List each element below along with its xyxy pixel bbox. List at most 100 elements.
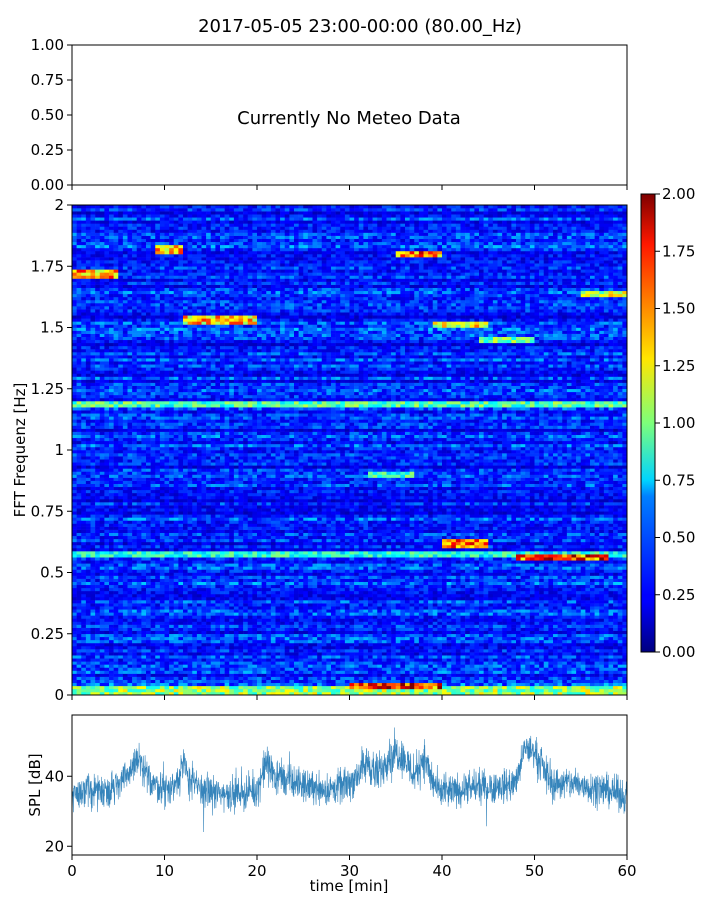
heatmap-cell — [118, 269, 123, 272]
heatmap-cell — [118, 686, 123, 689]
heatmap-cell — [104, 214, 109, 217]
heatmap-cell — [95, 377, 100, 380]
heatmap-cell — [109, 677, 114, 680]
heatmap-cell — [86, 615, 91, 618]
heatmap-cell — [81, 576, 86, 579]
heatmap-cell — [100, 471, 105, 474]
heatmap-cell — [104, 205, 109, 208]
heatmap-cell — [81, 324, 86, 327]
heatmap-cell — [91, 576, 96, 579]
heatmap-cell — [95, 242, 100, 245]
heatmap-cell — [77, 680, 82, 683]
heatmap-cell — [109, 279, 114, 282]
heatmap-cell — [109, 508, 114, 511]
heatmap-cell — [86, 640, 91, 643]
heatmap-cell — [77, 239, 82, 242]
heatmap-cell — [91, 324, 96, 327]
heatmap-cell — [109, 239, 114, 242]
heatmap-cell — [114, 334, 119, 337]
heatmap-cell — [114, 536, 119, 539]
heatmap-cell — [77, 637, 82, 640]
heatmap-cell — [81, 346, 86, 349]
heatmap-cell — [114, 637, 119, 640]
heatmap-cell — [77, 603, 82, 606]
heatmap-cell — [100, 667, 105, 670]
heatmap-cell — [118, 245, 123, 248]
heatmap-cell — [81, 438, 86, 441]
heatmap-cell — [109, 566, 114, 569]
heatmap-cell — [86, 324, 91, 327]
heatmap-cell — [100, 588, 105, 591]
heatmap-cell — [72, 646, 77, 649]
heatmap-cell — [86, 573, 91, 576]
heatmap-cell — [81, 291, 86, 294]
heatmap-cell — [81, 223, 86, 226]
heatmap-cell — [118, 380, 123, 383]
heatmap-cell — [114, 343, 119, 346]
heatmap-cell — [114, 294, 119, 297]
heatmap-cell — [81, 386, 86, 389]
heatmap-cell — [104, 628, 109, 631]
heatmap-cell — [81, 214, 86, 217]
heatmap-cell — [91, 392, 96, 395]
heatmap-cell — [109, 643, 114, 646]
heatmap-cell — [114, 600, 119, 603]
heatmap-cell — [100, 524, 105, 527]
heatmap-cell — [86, 331, 91, 334]
heatmap-cell — [72, 459, 77, 462]
heatmap-cell — [86, 459, 91, 462]
heatmap-cell — [104, 465, 109, 468]
heatmap-cell — [123, 548, 128, 551]
heatmap-cell — [109, 603, 114, 606]
heatmap-cell — [118, 573, 123, 576]
heatmap-cell — [109, 551, 114, 554]
heatmap-cell — [91, 441, 96, 444]
heatmap-cell — [72, 520, 77, 523]
heatmap-cell — [91, 563, 96, 566]
heatmap-cell — [114, 640, 119, 643]
heatmap-cell — [114, 566, 119, 569]
heatmap-cell — [91, 328, 96, 331]
heatmap-cell — [77, 597, 82, 600]
heatmap-cell — [95, 272, 100, 275]
heatmap-cell — [123, 514, 128, 517]
heatmap-cell — [91, 475, 96, 478]
heatmap-cell — [77, 398, 82, 401]
heatmap-cell — [72, 282, 77, 285]
heatmap-cell — [100, 422, 105, 425]
heatmap-cell — [100, 223, 105, 226]
heatmap-cell — [77, 475, 82, 478]
heatmap-cell — [77, 481, 82, 484]
heatmap-cell — [118, 343, 123, 346]
heatmap-cell — [104, 432, 109, 435]
heatmap-cell — [104, 551, 109, 554]
heatmap-cell — [109, 478, 114, 481]
heatmap-cell — [81, 514, 86, 517]
heatmap-cell — [81, 416, 86, 419]
heatmap-cell — [118, 579, 123, 582]
heatmap-cell — [86, 677, 91, 680]
heatmap-cell — [109, 447, 114, 450]
heatmap-cell — [95, 309, 100, 312]
heatmap-cell — [118, 370, 123, 373]
heatmap-cell — [72, 380, 77, 383]
heatmap-cell — [95, 367, 100, 370]
heatmap-cell — [118, 560, 123, 563]
heatmap-cell — [77, 226, 82, 229]
heatmap-cell — [72, 514, 77, 517]
heatmap-cell — [81, 478, 86, 481]
heatmap-cell — [104, 646, 109, 649]
heatmap-cell — [95, 508, 100, 511]
heatmap-cell — [86, 551, 91, 554]
heatmap-cell — [123, 450, 128, 453]
heatmap-cell — [104, 398, 109, 401]
heatmap-cell — [100, 257, 105, 260]
heatmap-cell — [109, 661, 114, 664]
heatmap-cell — [77, 214, 82, 217]
heatmap-cell — [95, 260, 100, 263]
heatmap-cell — [123, 667, 128, 670]
heatmap-cell — [104, 343, 109, 346]
heatmap-cell — [100, 407, 105, 410]
heatmap-cell — [114, 459, 119, 462]
heatmap-cell — [104, 236, 109, 239]
